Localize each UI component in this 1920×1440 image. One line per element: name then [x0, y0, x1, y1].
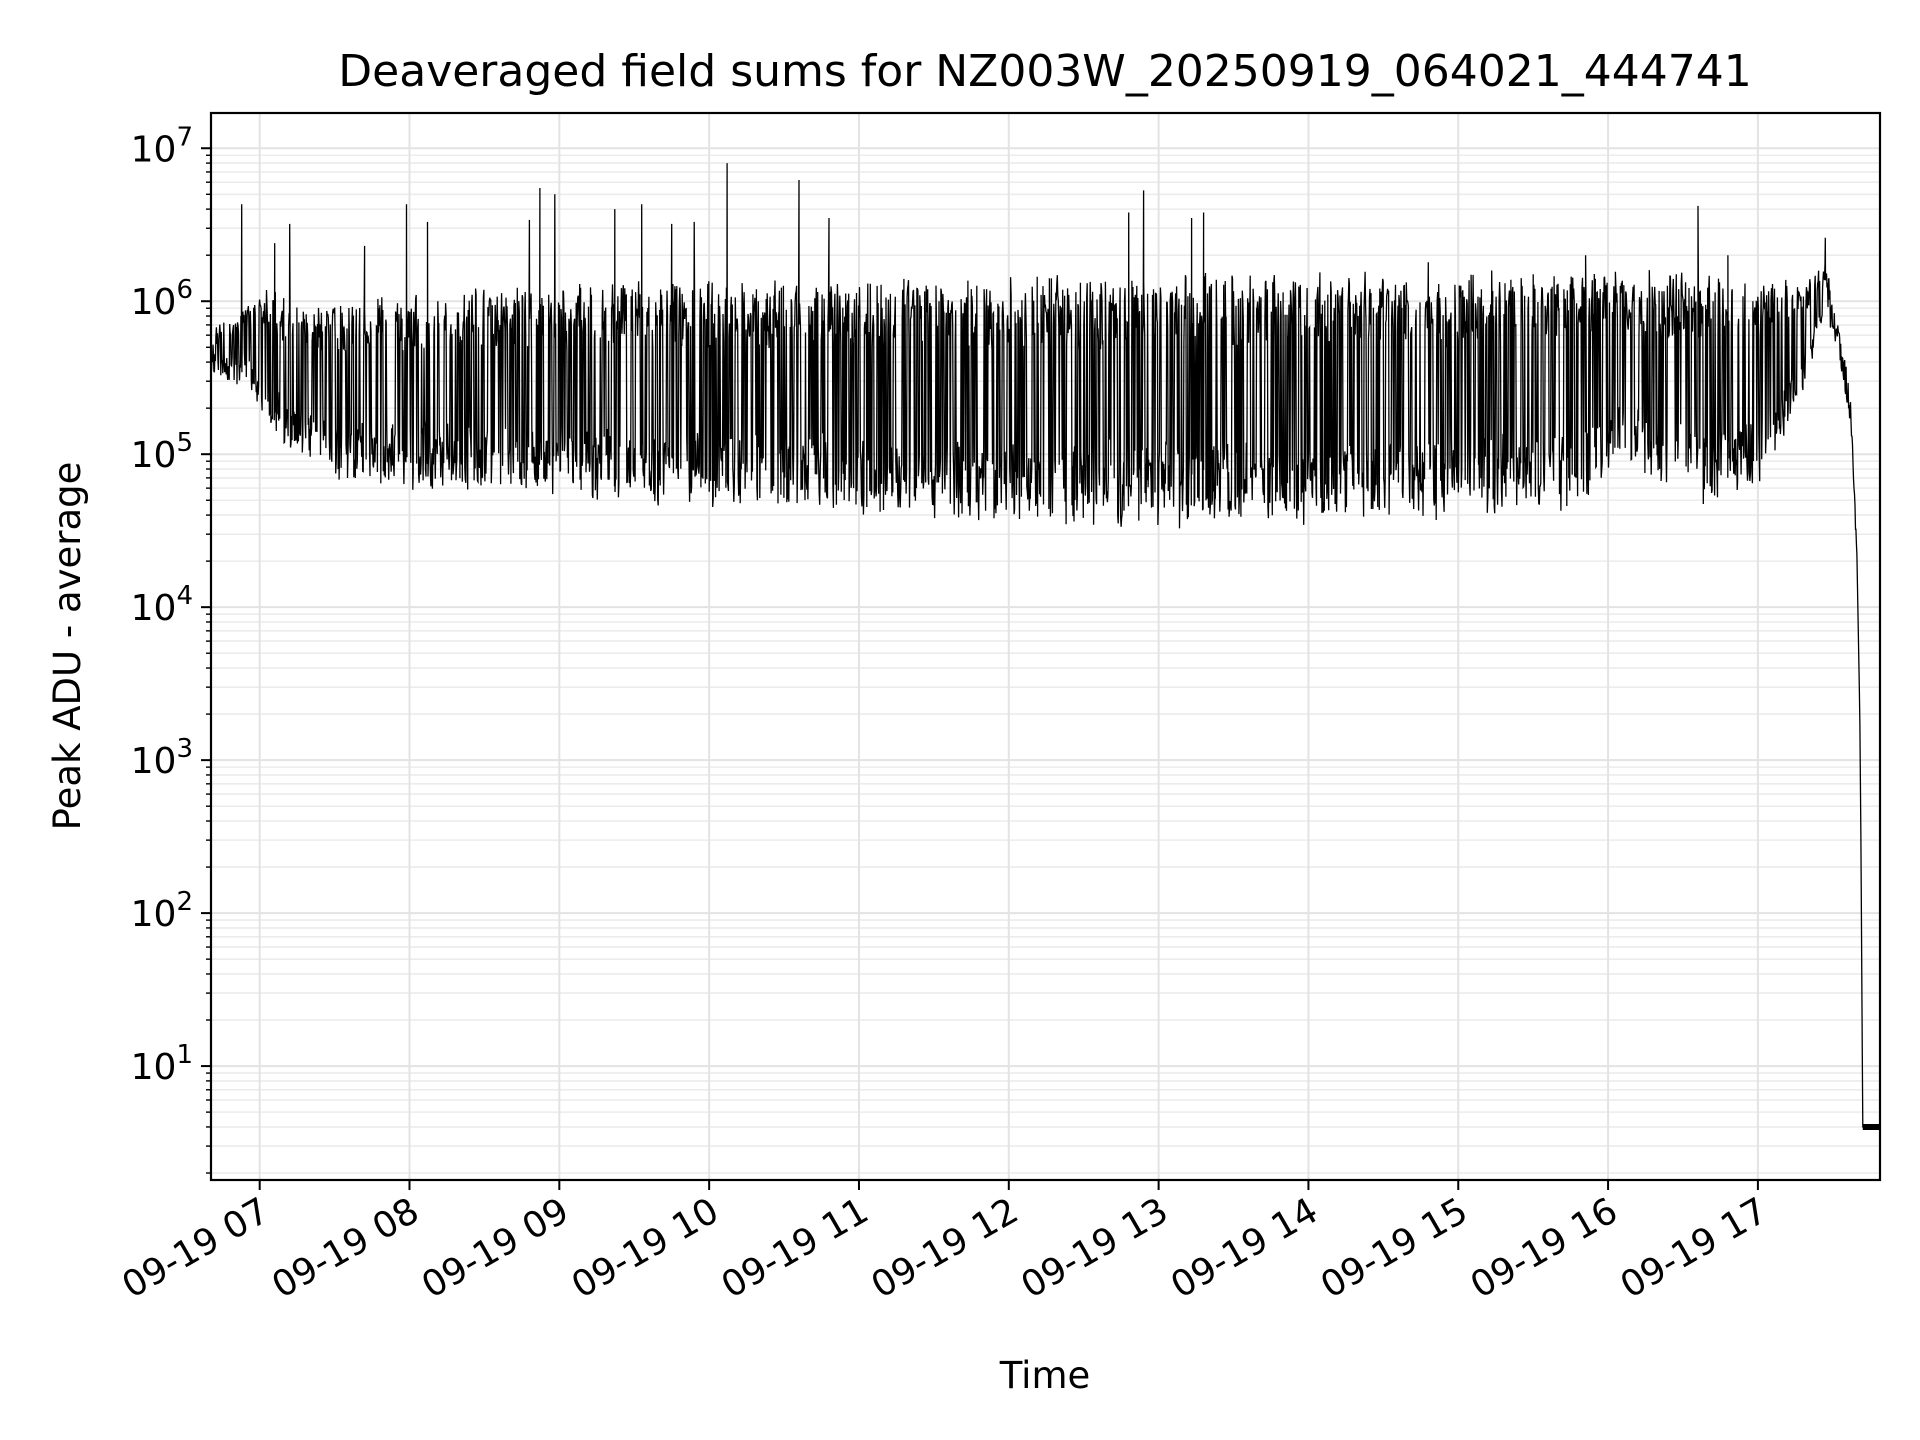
y-tick-exponent: 5 [176, 428, 193, 458]
y-tick-base: 10 [131, 1047, 177, 1088]
y-tick-exponent: 7 [176, 122, 193, 152]
y-tick-base: 10 [131, 282, 177, 323]
chart-title: Deaveraged field sums for NZ003W_2025091… [338, 46, 1751, 97]
y-tick-exponent: 2 [176, 887, 193, 917]
x-axis-label: Time [999, 1354, 1091, 1397]
y-axis-label: Peak ADU - average [46, 462, 89, 831]
y-tick-base: 10 [131, 741, 177, 782]
grid-layer [211, 113, 1880, 1180]
y-tick-base: 10 [131, 894, 177, 935]
y-tick-label: 104 [131, 581, 193, 629]
y-tick-label: 107 [131, 122, 193, 170]
y-tick-exponent: 4 [176, 581, 193, 611]
y-tick-label: 103 [131, 734, 193, 782]
y-tick-label: 105 [131, 428, 193, 476]
y-tick-exponent: 3 [176, 734, 193, 764]
y-tick-exponent: 6 [176, 275, 193, 305]
series-layer [211, 163, 1880, 1130]
plot-frame [209, 111, 1882, 1182]
y-tick-label: 106 [131, 275, 193, 323]
y-tick-base: 10 [131, 435, 177, 476]
y-tick-label: 102 [131, 887, 193, 935]
series-line [211, 163, 1880, 1128]
y-tick-label: 101 [131, 1040, 193, 1088]
y-tick-base: 10 [131, 129, 177, 170]
y-tick-exponent: 1 [176, 1040, 193, 1070]
y-tick-base: 10 [131, 588, 177, 629]
